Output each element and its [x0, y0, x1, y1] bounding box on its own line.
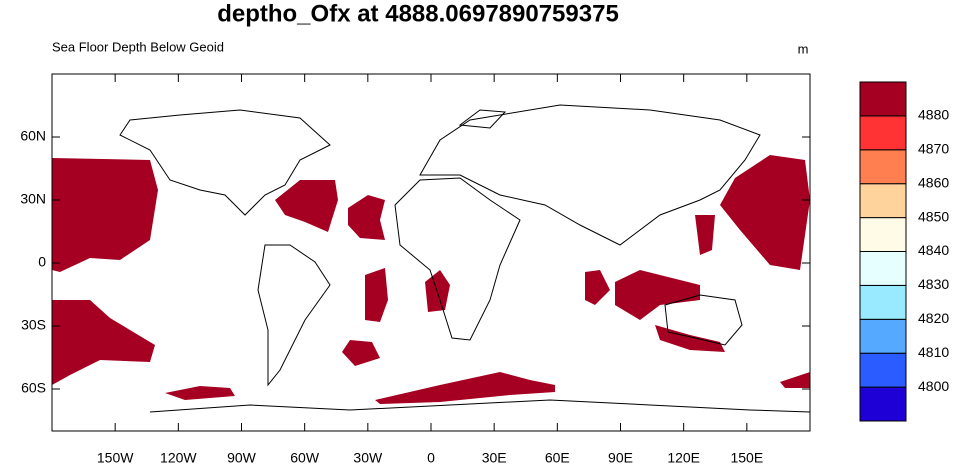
colorbar-box: [859, 251, 907, 286]
y-tick-label: 0: [38, 254, 46, 270]
data-region: [720, 155, 810, 270]
colorbar-label: 4860: [918, 174, 949, 190]
subtitle: Sea Floor Depth Below Geoid: [52, 39, 224, 54]
data-region: [365, 268, 388, 322]
data-region: [615, 270, 700, 320]
colorbar-label: 4800: [918, 378, 949, 394]
x-tick-label: 90E: [608, 450, 633, 466]
colorbar-box: [859, 115, 907, 151]
colorbar-box: [859, 149, 907, 185]
data-region: [165, 386, 235, 400]
coastline: [419, 104, 761, 246]
y-tick-label: 60N: [20, 128, 46, 144]
data-region: [375, 372, 555, 404]
colorbar-box: [859, 217, 907, 253]
coastline: [257, 244, 331, 387]
data-region: [275, 180, 338, 232]
plot-frame: [51, 73, 811, 432]
colorbar-box: [859, 81, 907, 117]
coastline: [119, 109, 331, 216]
colorbar-label: 4870: [918, 141, 949, 157]
data-region: [585, 270, 610, 305]
data-region: [655, 325, 725, 352]
colorbar-box: [859, 318, 907, 354]
y-tick-label: 30S: [21, 317, 46, 333]
colorbar-box: [859, 386, 907, 422]
data-region: [52, 300, 155, 385]
coastline: [458, 109, 507, 129]
colorbar-label: 4830: [918, 276, 949, 292]
x-tick-label: 120E: [667, 450, 700, 466]
units: m: [798, 41, 809, 56]
x-tick-label: 60W: [290, 450, 320, 466]
colorbar-box: [859, 352, 907, 388]
colorbar-box: [859, 183, 907, 219]
chart-title: deptho_Ofx at 4888.0697890759375: [217, 0, 619, 27]
data-field: [52, 155, 810, 404]
x-tick-label: 30W: [353, 450, 383, 466]
data-region: [52, 158, 158, 272]
data-region: [342, 340, 380, 366]
data-region: [348, 195, 385, 240]
coastline: [664, 294, 743, 346]
x-tick-label: 120W: [160, 450, 197, 466]
x-tick-label: 150E: [730, 450, 763, 466]
y-tick-label: 30N: [20, 191, 46, 207]
coastline: [394, 177, 521, 341]
y-tick-label: 60S: [21, 380, 46, 396]
x-tick-label: 90W: [227, 450, 257, 466]
coastline: [149, 399, 811, 413]
colorbar-label: 4840: [918, 242, 949, 258]
x-tick-label: 60E: [545, 450, 570, 466]
data-region: [780, 372, 810, 388]
colorbar-label: 4820: [918, 310, 949, 326]
coastlines: [119, 104, 811, 413]
colorbar-label: 4880: [918, 107, 949, 123]
x-tick-label: 30E: [482, 450, 507, 466]
x-tick-label: 0: [427, 450, 435, 466]
data-region: [695, 215, 715, 255]
x-tick-label: 150W: [97, 450, 134, 466]
colorbar-label: 4810: [918, 344, 949, 360]
colorbar-box: [859, 284, 907, 320]
colorbar-label: 4850: [918, 208, 949, 224]
